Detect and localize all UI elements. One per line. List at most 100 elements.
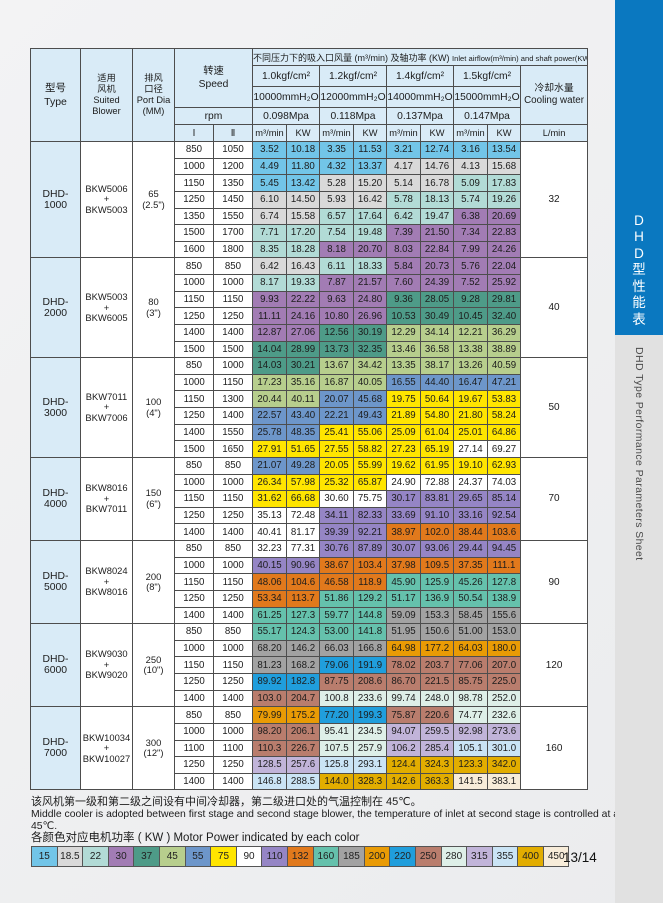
value-cell: 30.07 [386,540,421,558]
speed-ii-cell: 1550 [213,423,253,442]
value-cell: 138.9 [487,589,521,608]
value-cell: 3.35 [319,141,354,159]
value-cell: 86.70 [386,673,421,691]
speed-ii-cell: 1400 [213,323,253,342]
legend-swatch: 110 [261,846,288,867]
value-cell: 55.99 [353,456,387,475]
value-cell: 103.4 [353,556,387,575]
value-cell: 21.80 [453,407,488,425]
value-cell: 25.78 [252,423,287,442]
value-cell: 7.99 [453,240,488,259]
value-cell: 104.6 [286,573,320,591]
value-cell: 199.3 [353,706,387,724]
value-cell: 36.58 [420,340,454,359]
speed-ii-cell: 1550 [213,207,253,226]
port-cell: 100 (4") [132,357,175,458]
speed-i-cell: 850 [174,623,214,641]
value-cell: 39.39 [319,523,354,541]
value-cell: 129.2 [353,589,387,608]
data-row: 1150 1150 81.23 168.2 79.06 191.9 78.02 203.7 77… [31,656,588,674]
value-cell: 94.45 [487,540,521,558]
value-cell: 64.03 [453,639,488,658]
value-cell: 5.93 [319,190,354,209]
value-cell: 51.95 [386,623,421,641]
value-cell: 141.5 [453,772,488,791]
value-cell: 109.5 [420,556,454,575]
data-row: 1250 1250 35.13 72.48 34.11 82.33 33.69 91.10 33… [31,506,588,525]
speed-i-cell: 1250 [174,307,214,325]
value-cell: 64.86 [487,423,521,442]
value-cell: 124.3 [286,623,320,641]
value-cell: 61.95 [420,456,454,475]
value-cell: 4.17 [386,157,421,176]
blower-cell: BKW7011 + BKW7006 [80,357,133,458]
value-cell: 207.0 [487,656,521,674]
value-cell: 38.67 [319,556,354,575]
value-cell: 12.74 [420,141,454,159]
value-cell: 87.89 [353,540,387,558]
conditions-note-en: Inlet airflow(m³/min) and shaft power(KW… [452,53,587,63]
value-cell: 33.69 [386,506,421,525]
header-kw-1: KW [286,124,320,142]
value-cell: 19.47 [420,207,454,226]
value-cell: 252.0 [487,689,521,708]
legend-swatch: 132 [286,846,314,867]
value-cell: 34.11 [319,506,354,525]
value-cell: 22.04 [487,257,521,275]
value-cell: 20.70 [353,240,387,259]
header-kw-4: KW [487,124,521,142]
legend-swatch: 315 [466,846,493,867]
value-cell: 8.17 [252,274,287,292]
value-cell: 10.18 [286,141,320,159]
speed-ii-cell: 1250 [213,506,253,525]
value-cell: 11.53 [353,141,387,159]
speed-i-cell: 1500 [174,340,214,359]
value-cell: 47.21 [487,373,521,392]
conditions-note-cn: 不同压力下的吸入口风量 (m³/min) 及轴功率 (KW) [253,52,452,63]
value-cell: 14.03 [252,357,287,375]
performance-table-body: DHD-1000 BKW5006 + BKW5003 65 (2.5") 850 105… [30,140,589,791]
value-cell: 13.37 [353,157,387,176]
legend-swatch: 45 [158,846,186,867]
value-cell: 58.82 [353,440,387,458]
value-cell: 44.40 [420,373,454,392]
blower-cell: BKW9030 + BKW9020 [80,623,133,708]
data-row: 1250 1450 6.10 14.50 5.93 16.42 5.78 18.13 5.74 1… [31,190,588,209]
value-cell: 45.90 [386,573,421,591]
port-cell: 65 (2.5") [132,140,175,259]
value-cell: 72.88 [420,473,454,492]
legend-swatch: 15 [31,846,58,867]
header-pressure-mpa-1: 0.098Mpa [252,107,320,125]
legend-swatch: 185 [338,846,365,867]
value-cell: 221.5 [420,673,454,691]
value-cell: 24.37 [453,473,488,492]
value-cell: 28.05 [420,290,454,309]
value-cell: 38.44 [453,523,488,541]
speed-i-cell: 850 [174,141,214,159]
value-cell: 6.38 [453,207,488,226]
speed-ii-cell: 1250 [213,307,253,325]
speed-ii-cell: 1300 [213,390,253,408]
model-cell: DHD-5000 [30,539,81,625]
value-cell: 30.60 [319,490,354,508]
value-cell: 78.02 [386,656,421,674]
value-cell: 64.98 [386,639,421,658]
value-cell: 48.06 [252,573,287,591]
value-cell: 113.7 [286,589,320,608]
speed-ii-cell: 1650 [213,440,253,458]
port-cell: 150 (6") [132,456,175,542]
value-cell: 25.92 [487,274,521,292]
value-cell: 233.6 [353,689,387,708]
value-cell: 19.75 [386,390,421,408]
value-cell: 21.07 [252,456,287,475]
value-cell: 95.41 [319,722,354,741]
value-cell: 98.78 [453,689,488,708]
value-cell: 74.03 [487,473,521,492]
value-cell: 72.48 [286,506,320,525]
value-cell: 30.21 [286,357,320,375]
value-cell: 273.6 [487,722,521,741]
data-row: 1150 1350 5.45 13.42 5.28 15.20 5.14 16.78 5.09 1… [31,174,588,192]
header-cooling: 冷却水量 Cooling water [519,65,589,125]
data-row: DHD-3000 BKW7011 + BKW7006 100 (4") 850 1000… [30,357,589,458]
speed-ii-cell: 1150 [213,490,253,508]
